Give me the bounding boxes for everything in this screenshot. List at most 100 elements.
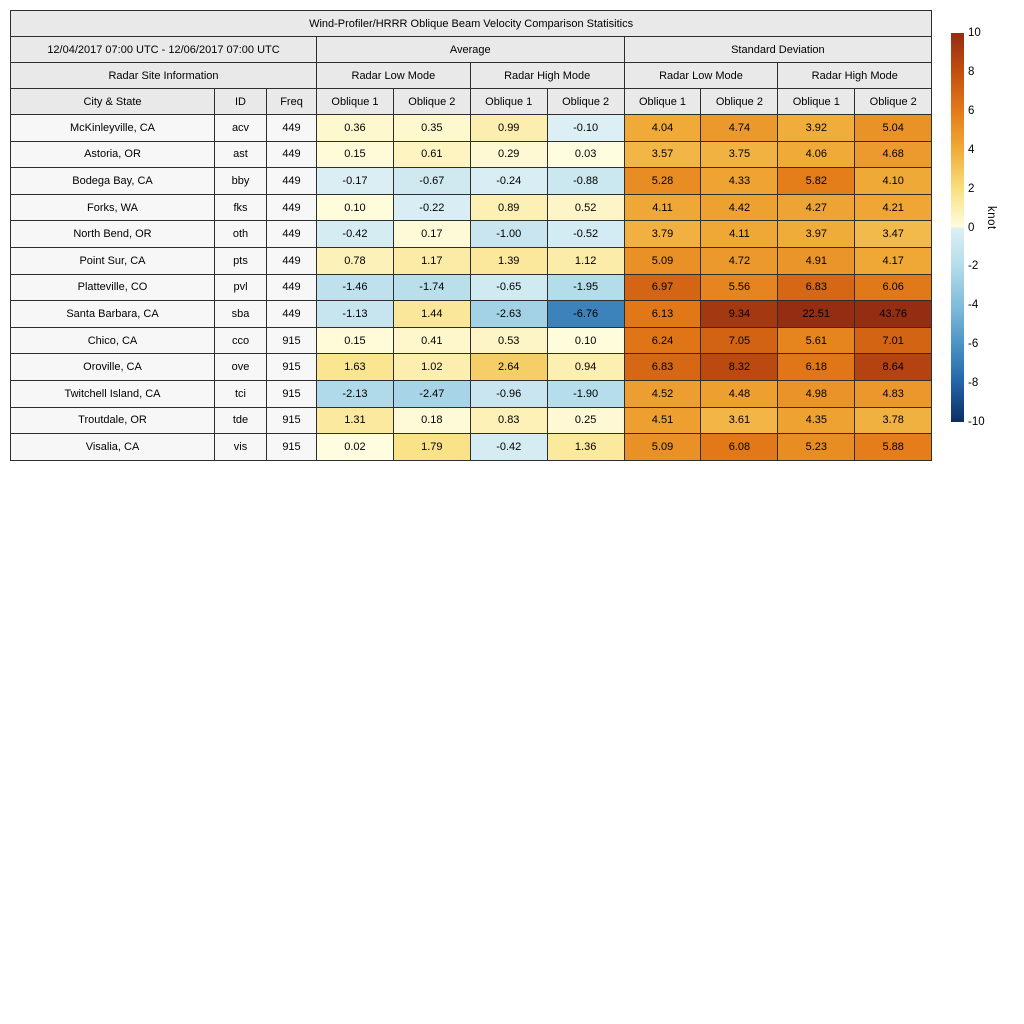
cell-value: 1.12 <box>546 246 625 275</box>
cell-value: 4.27 <box>777 193 856 222</box>
table-row: Visalia, CA vis 915 0.02 1.79 -0.42 1.36 5.09 6.… <box>10 433 933 461</box>
cell-value: 4.51 <box>623 406 702 435</box>
cell-site-id: oth <box>214 220 267 248</box>
cell-site-id: ove <box>214 353 267 381</box>
cell-city-state: Point Sur, CA <box>10 246 215 275</box>
colorbar-tick-label: -10 <box>968 416 985 428</box>
oblique-header: Oblique 2 <box>546 88 625 115</box>
cell-value: -2.63 <box>469 300 548 328</box>
cell-value: 4.11 <box>623 193 702 222</box>
cell-value: -0.42 <box>316 220 394 248</box>
cell-value: 4.48 <box>700 379 779 408</box>
cell-site-id: cco <box>214 326 267 355</box>
cell-value: 0.29 <box>469 140 548 169</box>
cell-value: 0.94 <box>546 353 625 381</box>
cell-value: 0.02 <box>316 433 394 461</box>
cell-value: 1.31 <box>316 406 394 435</box>
freq-header: Freq <box>266 88 317 115</box>
cell-value: 0.15 <box>316 326 394 355</box>
oblique-header: Oblique 2 <box>700 88 779 115</box>
cell-value: 1.39 <box>469 246 548 275</box>
colorbar-tick-label: 0 <box>968 221 975 234</box>
cell-value: 6.06 <box>854 273 933 302</box>
cell-frequency: 449 <box>266 167 317 195</box>
cell-value: 4.98 <box>777 379 856 408</box>
cell-value: 9.34 <box>700 300 779 328</box>
cell-value: -0.52 <box>546 220 625 248</box>
cell-value: 4.91 <box>777 246 856 275</box>
cell-value: 0.83 <box>469 406 548 435</box>
table-row: Bodega Bay, CA bby 449 -0.17 -0.67 -0.24 -0.88… <box>10 167 933 195</box>
cell-city-state: McKinleyville, CA <box>10 114 215 142</box>
cell-value: 3.47 <box>854 220 933 248</box>
table-row: Twitchell Island, CA tci 915 -2.13 -2.47 -0.9… <box>10 379 933 408</box>
cell-value: 0.99 <box>469 114 548 142</box>
cell-value: 5.04 <box>854 114 933 142</box>
avg-high-mode-header: Radar High Mode <box>469 62 625 89</box>
avg-low-mode-header: Radar Low Mode <box>316 62 471 89</box>
cell-city-state: Platteville, CO <box>10 273 215 302</box>
group-stddev-header: Standard Deviation <box>623 36 933 63</box>
cell-value: 0.18 <box>392 406 471 435</box>
cell-value: 1.02 <box>392 353 471 381</box>
cell-value: 1.79 <box>392 433 471 461</box>
cell-value: 0.78 <box>316 246 394 275</box>
site-info-header: Radar Site Information <box>10 62 317 89</box>
cell-value: 6.83 <box>623 353 702 381</box>
cell-value: -6.76 <box>546 300 625 328</box>
cell-value: 5.82 <box>777 167 856 195</box>
cell-value: 0.10 <box>316 193 394 222</box>
cell-frequency: 449 <box>266 220 317 248</box>
cell-frequency: 915 <box>266 379 317 408</box>
cell-value: 6.08 <box>700 433 779 461</box>
table-row: Troutdale, OR tde 915 1.31 0.18 0.83 0.25 4.51 3… <box>10 406 933 435</box>
cell-site-id: fks <box>214 193 267 222</box>
comparison-table: Wind-Profiler/HRRR Oblique Beam Velocity… <box>9 10 933 461</box>
cell-value: 7.01 <box>854 326 933 355</box>
cell-frequency: 915 <box>266 353 317 381</box>
cell-frequency: 449 <box>266 140 317 169</box>
cell-value: 4.17 <box>854 246 933 275</box>
oblique-header: Oblique 1 <box>623 88 702 115</box>
colorbar-tick-label: 6 <box>968 104 975 117</box>
cell-value: 5.09 <box>623 246 702 275</box>
cell-value: -0.88 <box>546 167 625 195</box>
cell-frequency: 449 <box>266 246 317 275</box>
group-average-header: Average <box>316 36 625 63</box>
cell-value: 1.36 <box>546 433 625 461</box>
cell-site-id: pts <box>214 246 267 275</box>
cell-site-id: vis <box>214 433 267 461</box>
cell-city-state: Chico, CA <box>10 326 215 355</box>
cell-value: 5.56 <box>700 273 779 302</box>
cell-frequency: 915 <box>266 406 317 435</box>
cell-value: 4.74 <box>700 114 779 142</box>
colorbar-gradient <box>951 33 964 422</box>
cell-site-id: tci <box>214 379 267 408</box>
cell-value: 0.61 <box>392 140 471 169</box>
cell-value: 5.88 <box>854 433 933 461</box>
cell-value: 4.21 <box>854 193 933 222</box>
cell-value: 4.35 <box>777 406 856 435</box>
table-row: Forks, WA fks 449 0.10 -0.22 0.89 0.52 4.11 4.42… <box>10 193 933 222</box>
mode-header-row: Radar Site Information Radar Low Mode Ra… <box>10 62 933 89</box>
cell-value: 1.17 <box>392 246 471 275</box>
cell-value: -1.90 <box>546 379 625 408</box>
colorbar-tick-label: 8 <box>968 65 975 78</box>
cell-value: 0.10 <box>546 326 625 355</box>
title-row: Wind-Profiler/HRRR Oblique Beam Velocity… <box>9 10 933 37</box>
cell-value: -0.65 <box>469 273 548 302</box>
cell-value: 1.44 <box>392 300 471 328</box>
cell-value: 3.79 <box>623 220 702 248</box>
cell-value: 6.18 <box>777 353 856 381</box>
cell-value: 4.83 <box>854 379 933 408</box>
cell-value: -1.46 <box>316 273 394 302</box>
cell-frequency: 449 <box>266 193 317 222</box>
oblique-header: Oblique 1 <box>777 88 856 115</box>
cell-value: 6.24 <box>623 326 702 355</box>
table-row: Santa Barbara, CA sba 449 -1.13 1.44 -2.63 -6.… <box>10 300 933 328</box>
oblique-header: Oblique 1 <box>316 88 394 115</box>
cell-value: -2.13 <box>316 379 394 408</box>
table-row: McKinleyville, CA acv 449 0.36 0.35 0.99 -0.10… <box>10 114 933 142</box>
cell-site-id: tde <box>214 406 267 435</box>
